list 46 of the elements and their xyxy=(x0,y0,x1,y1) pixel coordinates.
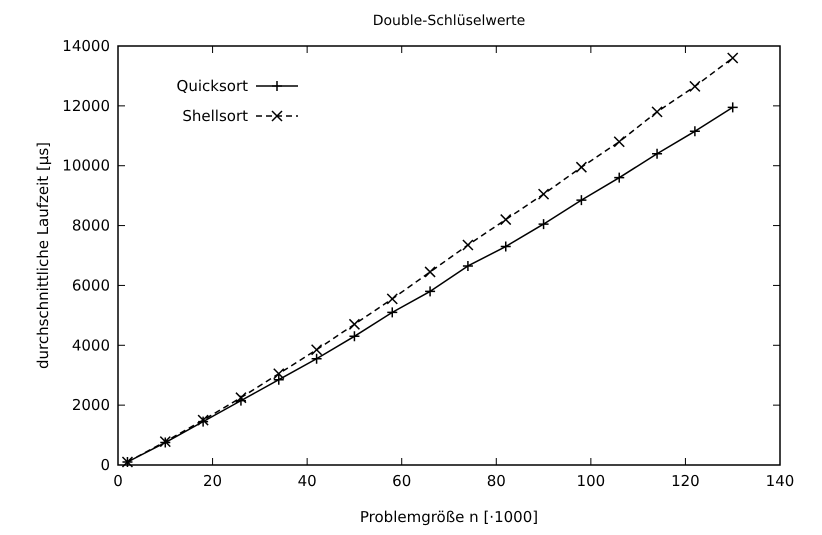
point xyxy=(576,161,588,173)
y-tick-label: 0 xyxy=(100,456,110,474)
point xyxy=(424,286,436,298)
y-tick-label: 12000 xyxy=(62,96,110,115)
point xyxy=(462,260,474,272)
point xyxy=(310,353,322,365)
legend-label: Quicksort xyxy=(176,77,248,95)
point xyxy=(538,218,550,230)
x-tick-label: 140 xyxy=(766,472,794,490)
y-axis-title: durchschnittliche Laufzeit [μs] xyxy=(34,142,52,370)
point xyxy=(235,392,247,404)
point xyxy=(273,368,285,380)
x-axis-title: Problemgröße n [·1000] xyxy=(360,508,538,526)
point xyxy=(310,344,322,356)
legend-label: Shellsort xyxy=(182,107,248,125)
point xyxy=(576,194,588,206)
x-tick-label: 80 xyxy=(486,472,506,490)
point xyxy=(386,293,398,305)
chart-title: Double-Schlüselwerte xyxy=(372,13,526,29)
x-tick-label: 20 xyxy=(203,472,222,490)
point xyxy=(613,172,625,184)
point xyxy=(348,318,360,330)
point xyxy=(462,239,474,251)
point xyxy=(689,126,701,138)
x-tick-label: 0 xyxy=(113,472,123,490)
y-tick-label: 4000 xyxy=(72,336,110,354)
point xyxy=(386,306,398,318)
point xyxy=(726,52,738,64)
point xyxy=(538,188,550,200)
y-tick-label: 6000 xyxy=(72,276,110,294)
y-tick-label: 14000 xyxy=(62,37,110,55)
point xyxy=(348,330,360,342)
x-tick-label: 40 xyxy=(298,472,317,490)
point xyxy=(651,148,663,160)
x-tick-label: 60 xyxy=(392,472,412,490)
point xyxy=(613,136,625,148)
point xyxy=(689,80,701,92)
point xyxy=(500,214,512,226)
y-tick-label: 8000 xyxy=(72,216,110,235)
point xyxy=(424,266,436,278)
x-tick-label: 100 xyxy=(576,472,606,490)
point xyxy=(651,106,663,118)
x-tick-label: 120 xyxy=(671,472,700,490)
point xyxy=(726,102,738,114)
y-tick-label: 10000 xyxy=(62,156,110,175)
y-tick-label: 2000 xyxy=(72,396,110,414)
